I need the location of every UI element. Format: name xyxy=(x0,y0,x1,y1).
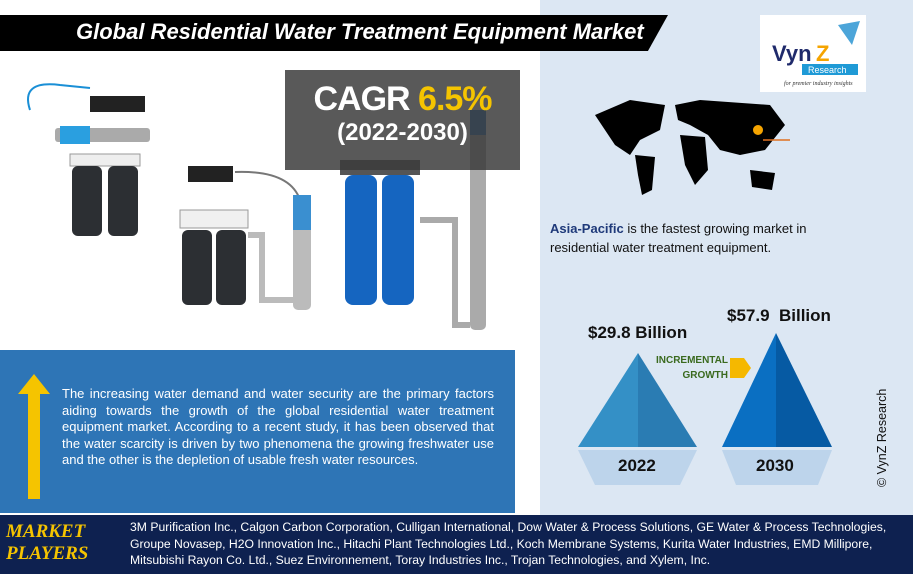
year-2030: 2030 xyxy=(756,456,794,475)
svg-text:Z: Z xyxy=(816,41,829,66)
svg-text:Research: Research xyxy=(808,65,847,75)
description-box: The increasing water demand and water se… xyxy=(0,350,515,513)
triangle-2030 xyxy=(722,333,776,447)
cagr-box: CAGR 6.5% (2022-2030) xyxy=(285,70,520,170)
page-title: Global Residential Water Treatment Equip… xyxy=(76,19,644,44)
description-text: The increasing water demand and water se… xyxy=(62,386,494,467)
title-banner: Global Residential Water Treatment Equip… xyxy=(0,15,668,51)
cagr-label: CAGR xyxy=(313,80,410,118)
growth-arrow-icon xyxy=(730,358,751,378)
copyright: © VynZ Research xyxy=(875,388,889,487)
region-text: is the fastest growing market in residen… xyxy=(550,221,807,255)
cagr-value: 6.5% xyxy=(418,80,492,118)
year-2022: 2022 xyxy=(618,456,656,475)
market-players-label: MARKET PLAYERS xyxy=(6,521,89,564)
up-arrow-icon xyxy=(18,374,50,499)
uv-system-1 xyxy=(27,83,150,236)
triangle-2022 xyxy=(578,353,638,447)
uv-system-2 xyxy=(179,166,311,310)
world-map xyxy=(595,100,790,195)
market-players-bar: MARKET PLAYERS 3M Purification Inc., Calg… xyxy=(0,515,913,574)
uv-system-3 xyxy=(340,110,486,330)
vynz-logo: Vyn Z Research for premier industry insi… xyxy=(760,15,866,92)
region-note: Asia-Pacific is the fastest growing mark… xyxy=(550,219,840,257)
value-2022: $29.8 Billion xyxy=(588,323,688,342)
svg-text:for premier industry insights: for premier industry insights xyxy=(784,80,853,87)
market-size-graphic xyxy=(578,333,832,485)
cagr-period: (2022-2030) xyxy=(337,119,468,146)
incremental-growth-label: INCREMENTAL GROWTH xyxy=(655,355,728,381)
value-2030: $57.9 Billion xyxy=(727,306,831,325)
svg-text:Vyn: Vyn xyxy=(772,41,812,66)
market-players-list: 3M Purification Inc., Calgon Carbon Corp… xyxy=(130,520,887,567)
product-images xyxy=(27,83,486,330)
region-highlight: Asia-Pacific xyxy=(550,221,624,236)
